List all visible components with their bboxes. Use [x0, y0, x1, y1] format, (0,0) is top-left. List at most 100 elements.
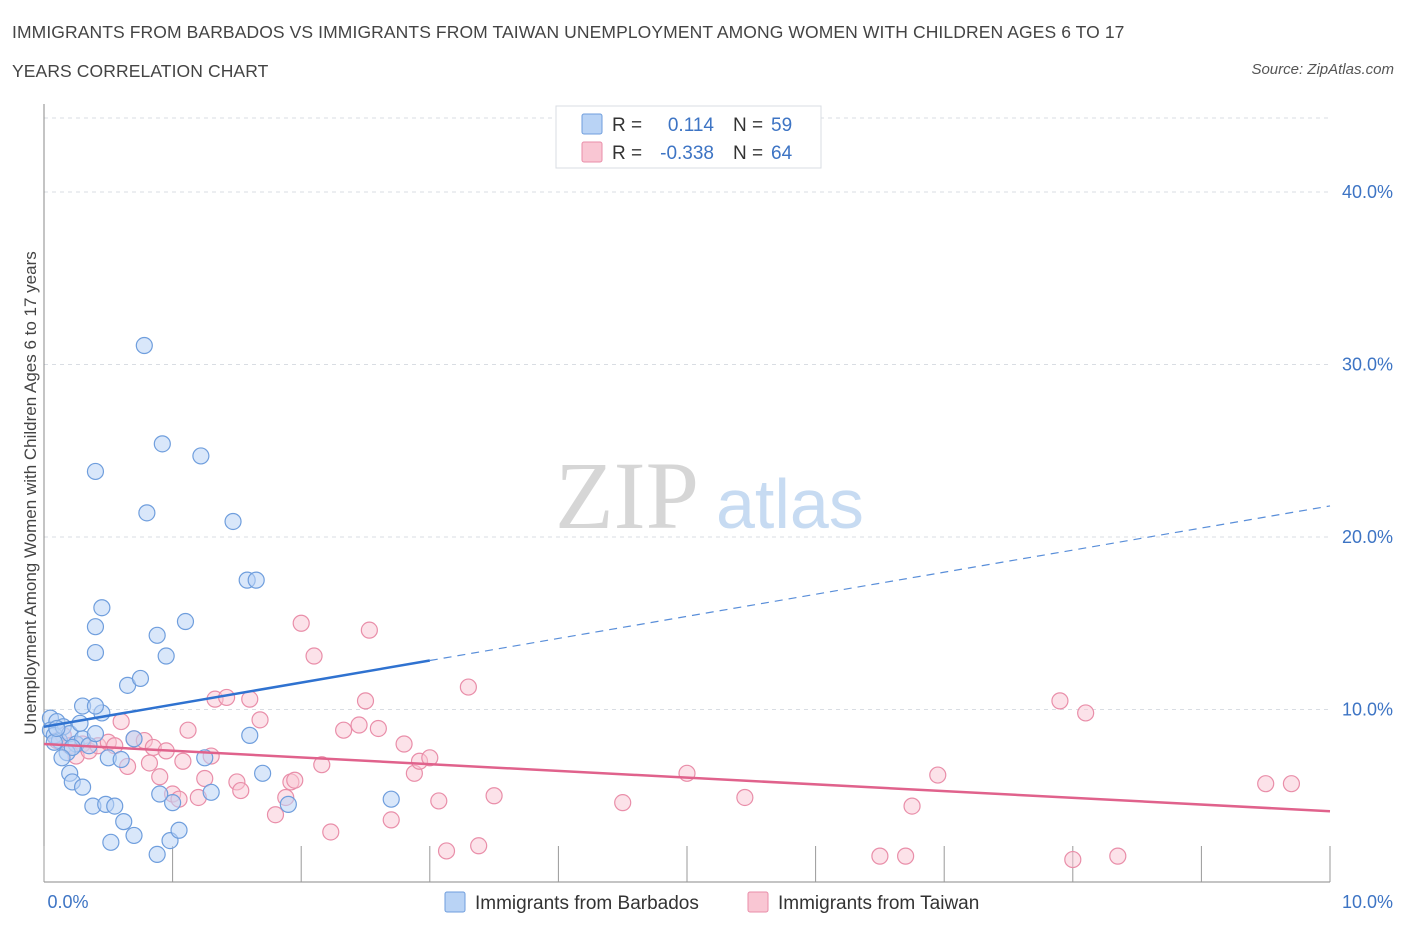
chart-title-line-1: IMMIGRANTS FROM BARBADOS VS IMMIGRANTS F…	[12, 22, 1125, 42]
barbados-point-37	[254, 764, 272, 782]
stats-r-value-barbados: 0.114	[668, 115, 715, 136]
barbados-point-47	[157, 647, 175, 665]
stats-r-value-taiwan: -0.338	[660, 143, 714, 164]
taiwan-point-47	[421, 749, 439, 767]
trendline-barbados-dashed	[429, 505, 1331, 662]
barbados-point-11	[71, 714, 89, 732]
taiwan-point-53	[614, 794, 632, 812]
barbados-point-38	[279, 795, 297, 813]
taiwan-point-61	[1077, 704, 1095, 722]
taiwan-point-55	[736, 788, 754, 807]
watermark-zip: ZIP	[555, 442, 699, 549]
taiwan-point-56	[871, 847, 889, 865]
stats-r-label-barbados: R =	[612, 115, 642, 136]
y-tick-labels: 10.0% 20.0% 30.0% 40.0%	[1342, 182, 1393, 720]
barbados-point-50	[138, 504, 156, 522]
taiwan-point-60	[1051, 692, 1069, 710]
watermark: ZIP atlas	[555, 442, 864, 549]
taiwan-point-20	[179, 721, 197, 739]
taiwan-point-37	[322, 823, 340, 841]
taiwan-point-15	[151, 768, 169, 786]
series-barbados-points	[41, 336, 400, 864]
barbados-point-48	[176, 612, 195, 631]
taiwan-point-41	[360, 621, 378, 639]
taiwan-point-43	[382, 811, 400, 829]
barbados-point-26	[115, 813, 133, 831]
barbados-point-52	[192, 447, 210, 465]
taiwan-point-58	[903, 797, 921, 815]
x-tick-label-1: 10.0%	[1342, 892, 1393, 912]
gridlines	[44, 117, 1330, 710]
taiwan-point-38	[335, 721, 353, 739]
y-tick-label-1: 20.0%	[1342, 527, 1393, 547]
taiwan-point-52	[485, 787, 503, 805]
taiwan-point-14	[140, 754, 159, 772]
barbados-point-56	[135, 336, 153, 355]
barbados-point-13	[86, 725, 105, 743]
bottom-legend: Immigrants from Barbados Immigrants from…	[444, 891, 979, 914]
stats-legend-swatch-barbados	[581, 113, 603, 135]
barbados-point-43	[86, 643, 105, 662]
barbados-point-53	[224, 512, 242, 531]
legend-label-barbados: Immigrants from Barbados	[475, 893, 699, 914]
taiwan-point-30	[266, 806, 285, 824]
series-taiwan-points	[48, 614, 1301, 869]
barbados-point-55	[247, 571, 265, 589]
barbados-point-49	[86, 462, 105, 481]
taiwan-point-50	[459, 678, 477, 696]
y-tick-label-0: 10.0%	[1342, 700, 1393, 720]
taiwan-point-35	[305, 647, 323, 665]
stats-r-label-taiwan: R =	[612, 143, 642, 164]
y-tick-label-2: 30.0%	[1342, 355, 1393, 375]
taiwan-point-34	[292, 614, 310, 632]
barbados-point-46	[148, 626, 166, 644]
legend-label-taiwan: Immigrants from Taiwan	[778, 893, 979, 914]
taiwan-point-62	[1064, 850, 1082, 869]
trendlines	[43, 505, 1331, 813]
y-tick-label-3: 40.0%	[1342, 182, 1393, 202]
barbados-point-27	[102, 833, 120, 851]
taiwan-point-27	[232, 781, 250, 800]
taiwan-point-49	[437, 842, 456, 860]
barbados-point-51	[153, 435, 171, 453]
taiwan-point-29	[251, 711, 269, 729]
taiwan-point-44	[395, 735, 413, 753]
barbados-point-45	[93, 599, 111, 617]
taiwan-point-63	[1109, 847, 1127, 865]
barbados-point-32	[164, 794, 182, 812]
barbados-point-34	[202, 783, 220, 801]
barbados-point-39	[382, 790, 400, 808]
stats-n-value-barbados: 59	[771, 115, 792, 136]
taiwan-point-19	[174, 752, 192, 770]
barbados-point-25	[106, 797, 124, 815]
x-tick-label-0: 0.0%	[47, 892, 88, 912]
axes	[43, 104, 1331, 883]
taiwan-point-51	[470, 837, 488, 855]
trendline-barbados-solid	[43, 659, 431, 728]
stats-legend-swatch-taiwan	[581, 141, 603, 163]
source-credit: Source: ZipAtlas.com	[1251, 61, 1394, 78]
barbados-point-16	[53, 749, 71, 767]
taiwan-point-48	[430, 792, 448, 810]
barbados-point-31	[170, 821, 188, 839]
legend-swatch-taiwan	[747, 891, 769, 913]
taiwan-point-33	[286, 771, 304, 789]
stats-n-value-taiwan: 64	[771, 143, 793, 164]
stats-legend: R = 0.114 N = 59 R = -0.338 N = 64	[555, 105, 822, 169]
taiwan-point-64	[1257, 775, 1275, 793]
stats-n-label-barbados: N =	[733, 115, 763, 136]
barbados-point-40	[125, 730, 143, 748]
barbados-point-42	[131, 669, 150, 688]
barbados-point-29	[148, 845, 166, 864]
taiwan-point-57	[897, 847, 915, 865]
taiwan-point-36	[313, 756, 331, 774]
taiwan-point-39	[350, 716, 368, 734]
barbados-point-44	[86, 618, 105, 636]
barbados-point-22	[73, 778, 92, 796]
y-axis-label: Unemployment Among Women with Children A…	[21, 251, 40, 735]
barbados-point-33	[151, 785, 169, 803]
barbados-point-36	[241, 726, 259, 744]
legend-swatch-barbados	[444, 891, 466, 913]
stats-n-label-taiwan: N =	[733, 143, 763, 164]
